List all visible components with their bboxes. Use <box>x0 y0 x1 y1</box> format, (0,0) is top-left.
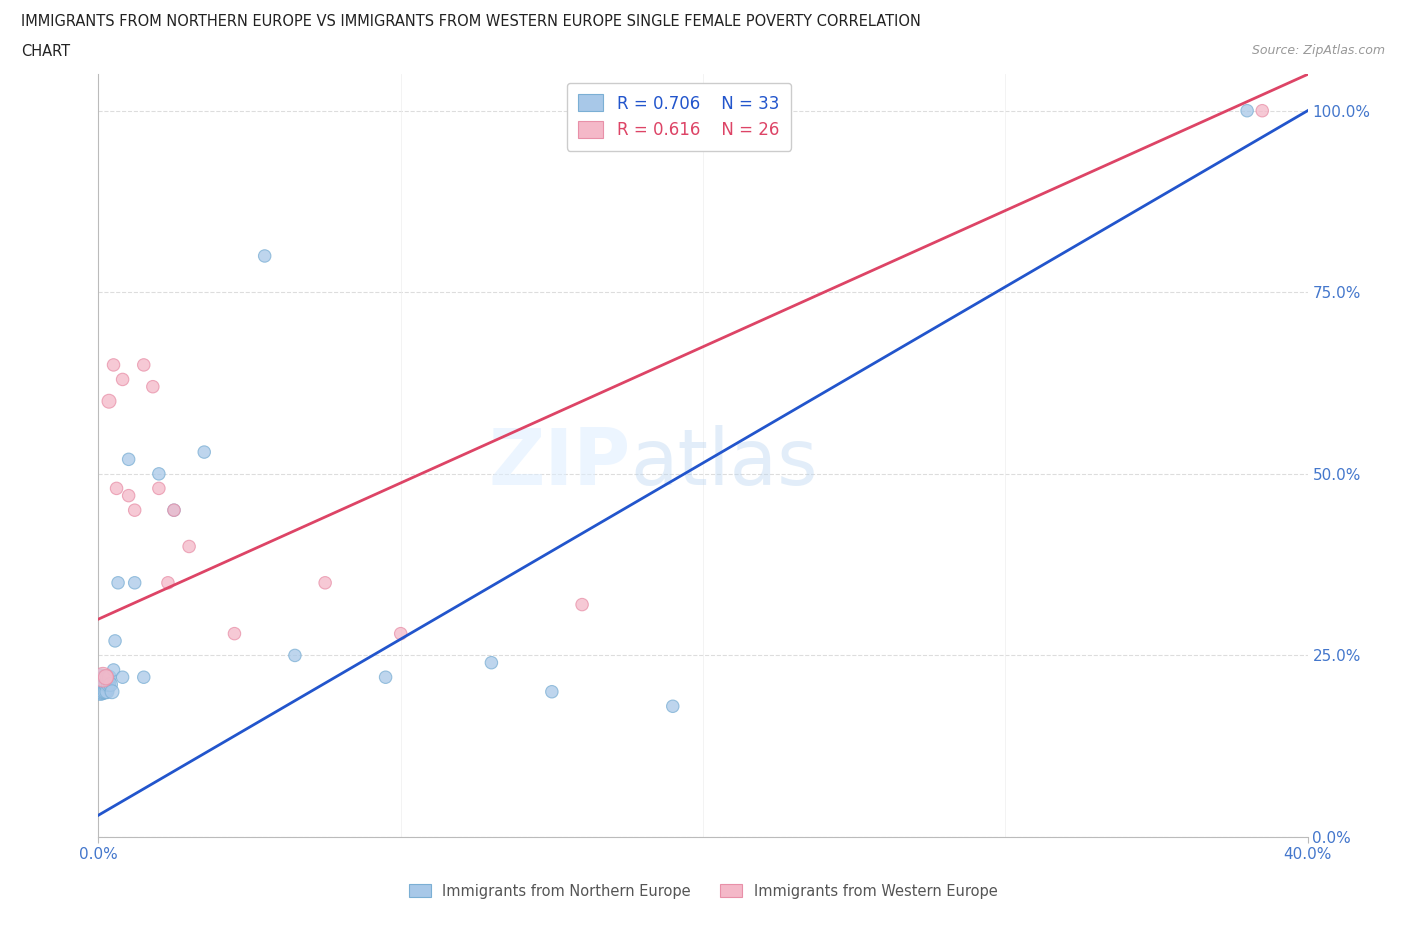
Point <box>93 670 115 684</box>
Point <box>571 597 593 612</box>
Point <box>94 684 117 699</box>
Point <box>91 677 114 692</box>
Point <box>98 393 121 408</box>
Point <box>163 503 186 518</box>
Point <box>91 670 114 684</box>
Point <box>98 670 121 684</box>
Point <box>103 357 125 372</box>
Text: IMMIGRANTS FROM NORTHERN EUROPE VS IMMIGRANTS FROM WESTERN EUROPE SINGLE FEMALE : IMMIGRANTS FROM NORTHERN EUROPE VS IMMIG… <box>21 14 921 29</box>
Point <box>105 481 128 496</box>
Point <box>132 670 155 684</box>
Point <box>89 677 111 692</box>
Point <box>1251 103 1274 118</box>
Point <box>97 677 120 692</box>
Point <box>314 576 336 591</box>
Point <box>224 626 246 641</box>
Point <box>107 576 129 591</box>
Point <box>93 677 115 692</box>
Point <box>124 576 146 591</box>
Point <box>100 677 122 692</box>
Point <box>90 684 112 699</box>
Point <box>104 633 127 648</box>
Point <box>91 684 114 699</box>
Point <box>156 576 179 591</box>
Text: atlas: atlas <box>630 425 818 501</box>
Point <box>90 677 112 692</box>
Point <box>148 481 170 496</box>
Point <box>96 684 118 699</box>
Text: CHART: CHART <box>21 44 70 59</box>
Point <box>91 684 114 699</box>
Point <box>179 539 201 554</box>
Point <box>132 357 155 372</box>
Point <box>163 503 186 518</box>
Point <box>142 379 165 394</box>
Point <box>124 503 146 518</box>
Point <box>118 488 141 503</box>
Point <box>111 670 134 684</box>
Point <box>96 670 118 684</box>
Point <box>101 684 124 699</box>
Point <box>103 662 125 677</box>
Text: ZIP: ZIP <box>488 425 630 501</box>
Point <box>111 372 134 387</box>
Point <box>94 677 117 692</box>
Point <box>193 445 215 459</box>
Legend: Immigrants from Northern Europe, Immigrants from Western Europe: Immigrants from Northern Europe, Immigra… <box>401 876 1005 906</box>
Point <box>541 684 564 699</box>
Point <box>389 626 412 641</box>
Text: Source: ZipAtlas.com: Source: ZipAtlas.com <box>1251 44 1385 57</box>
Point <box>94 670 117 684</box>
Point <box>253 248 276 263</box>
Point <box>284 648 307 663</box>
Point <box>481 656 503 671</box>
Point <box>118 452 141 467</box>
Point <box>148 467 170 482</box>
Point <box>374 670 396 684</box>
Point <box>1236 103 1258 118</box>
Point <box>662 698 685 713</box>
